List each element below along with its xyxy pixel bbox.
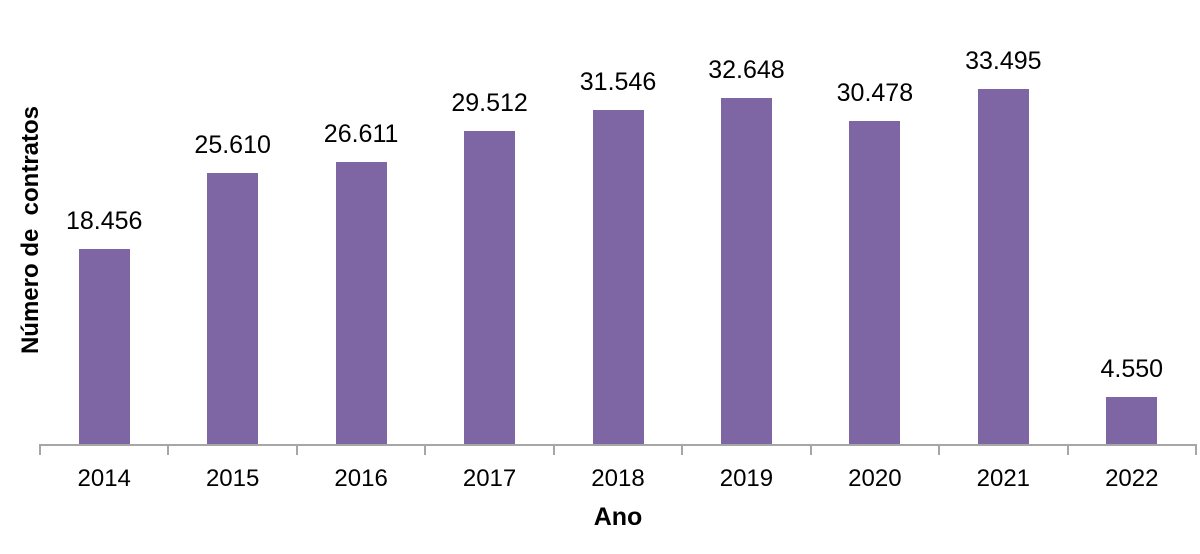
x-axis-tick — [295, 446, 298, 455]
bar-2017 — [464, 131, 516, 445]
bar-value-label-2014: 18.456 — [65, 207, 143, 235]
bar-value-label-2020: 30.478 — [836, 79, 914, 107]
bar-2018 — [592, 110, 644, 445]
x-axis-tick — [552, 446, 555, 455]
x-category-label-2016: 2016 — [334, 465, 388, 492]
bar-value-label-2022: 4.550 — [1100, 355, 1164, 383]
bar-2020 — [849, 121, 901, 445]
x-axis-tick — [39, 446, 41, 455]
x-axis-tick — [424, 446, 427, 455]
bar-2019 — [720, 98, 772, 445]
plot-area: 18.456 25.610 26.611 29.512 31.546 32.648 30.4… — [40, 20, 1196, 445]
bar-value-label-2018: 31.546 — [579, 68, 657, 96]
bar-value-label-2015: 25.610 — [194, 131, 271, 159]
x-axis-line — [39, 444, 1197, 446]
bar-value-label-2021: 33.495 — [965, 47, 1042, 75]
x-axis-tick — [809, 446, 812, 455]
x-axis-tick — [167, 446, 170, 455]
bar-value-label-2016: 26.611 — [323, 120, 399, 148]
x-category-label-2017: 2017 — [462, 465, 517, 492]
x-category-label-2018: 2018 — [591, 465, 645, 492]
x-category-label-2022: 2022 — [1105, 465, 1159, 492]
x-category-label-2020: 2020 — [848, 465, 902, 492]
bar-2016 — [335, 162, 387, 445]
bar-2022 — [1106, 397, 1158, 445]
x-category-label-2021: 2021 — [976, 465, 1031, 492]
bar-2014 — [78, 249, 130, 445]
x-axis-tick — [938, 446, 941, 455]
x-axis-tick — [1195, 446, 1197, 455]
bar-2021 — [977, 89, 1029, 445]
x-axis-tick — [1066, 446, 1069, 455]
bar-value-label-2019: 32.648 — [708, 56, 785, 84]
bar-value-label-2017: 29.512 — [451, 89, 528, 117]
x-category-label-2019: 2019 — [719, 465, 774, 492]
x-axis-tick — [681, 446, 684, 455]
bar-2015 — [207, 173, 259, 445]
x-category-label-2014: 2014 — [77, 465, 131, 492]
x-category-label-2015: 2015 — [205, 465, 260, 492]
x-axis-title: Ano — [593, 503, 643, 531]
